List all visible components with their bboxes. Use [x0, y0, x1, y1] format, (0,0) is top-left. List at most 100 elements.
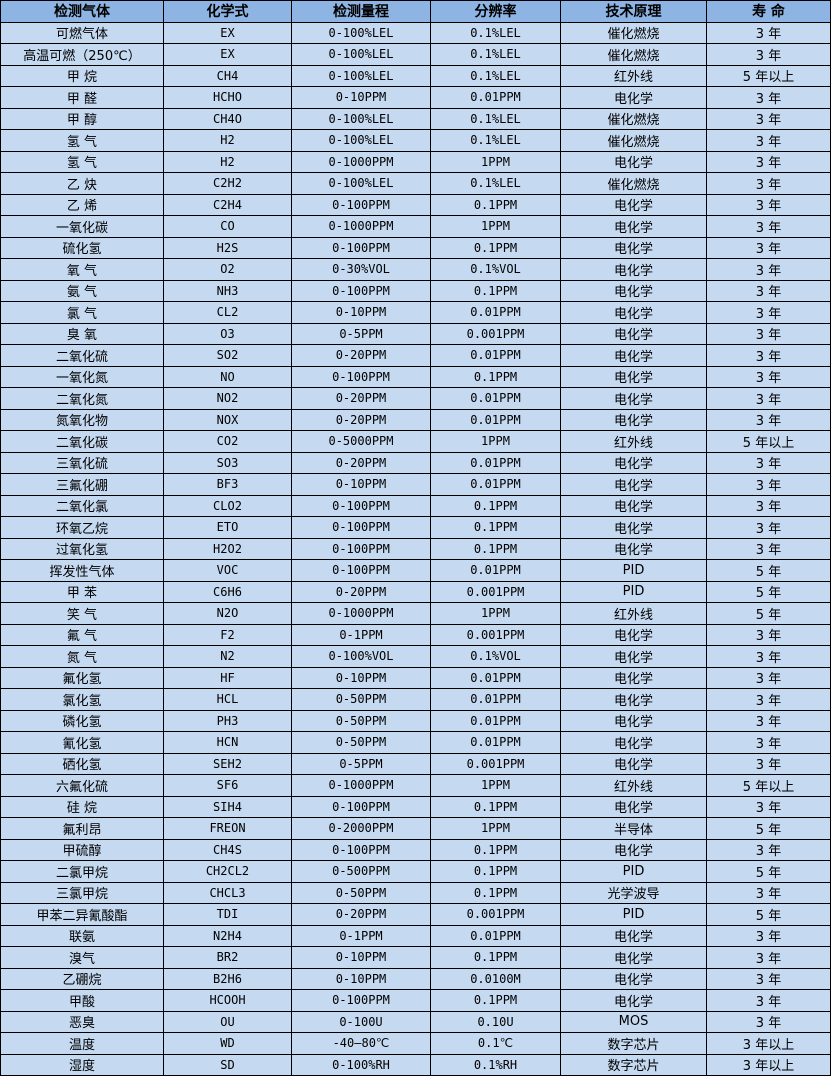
cell-technical-principle: 电化学: [560, 645, 707, 668]
cell-resolution: 0.1%LEL: [430, 107, 561, 130]
cell-chemical-formula: CH2CL2: [163, 860, 292, 883]
cell-lifespan: 3 年: [706, 172, 831, 195]
cell-gas-name: 二氧化氯: [0, 494, 164, 517]
cell-chemical-formula: N2O: [163, 602, 292, 625]
cell-detection-range: 0-100%LEL: [291, 129, 431, 152]
cell-technical-principle: 电化学: [560, 838, 707, 861]
cell-gas-name: 甲苯二异氰酸酯: [0, 903, 164, 926]
cell-resolution: 0.01PPM: [430, 387, 561, 410]
cell-technical-principle: 电化学: [560, 967, 707, 990]
cell-detection-range: 0-100PPM: [291, 989, 431, 1012]
cell-resolution: 0.01PPM: [430, 666, 561, 689]
cell-lifespan: 3 年: [706, 43, 831, 66]
cell-detection-range: 0-100%LEL: [291, 21, 431, 44]
table-row: 一氧化碳 CO 0-1000PPM 1PPM 电化学 3 年: [0, 215, 831, 238]
cell-gas-name: 三氧化硫: [0, 451, 164, 474]
table-row: 甲硫醇 CH4S 0-100PPM 0.1PPM 电化学 3 年: [0, 838, 831, 861]
table-row: 硅 烷 SIH4 0-100PPM 0.1PPM 电化学 3 年: [0, 795, 831, 818]
cell-detection-range: 0-50PPM: [291, 709, 431, 732]
cell-resolution: 0.1PPM: [430, 946, 561, 969]
cell-gas-name: 氢 气: [0, 129, 164, 152]
table-row: 氢 气 H2 0-100%LEL 0.1%LEL 催化燃烧 3 年: [0, 129, 831, 152]
cell-chemical-formula: O2: [163, 258, 292, 281]
cell-technical-principle: PID: [560, 580, 707, 603]
column-header-technical-principle: 技术原理: [560, 0, 707, 23]
cell-technical-principle: 电化学: [560, 344, 707, 367]
cell-gas-name: 二氧化氮: [0, 387, 164, 410]
cell-resolution: 0.1℃: [430, 1032, 561, 1055]
cell-gas-name: 氨 气: [0, 279, 164, 302]
cell-gas-name: 甲 醛: [0, 86, 164, 109]
cell-resolution: 0.1PPM: [430, 494, 561, 517]
cell-detection-range: 0-100PPM: [291, 236, 431, 259]
cell-chemical-formula: CLO2: [163, 494, 292, 517]
table-row: 乙硼烷 B2H6 0-10PPM 0.0100M 电化学 3 年: [0, 967, 831, 990]
cell-gas-name: 六氟化硫: [0, 774, 164, 797]
table-row: 湿度 SD 0-100%RH 0.1%RH 数字芯片 3 年以上: [0, 1053, 831, 1076]
cell-gas-name: 挥发性气体: [0, 559, 164, 582]
cell-technical-principle: 电化学: [560, 924, 707, 947]
table-header-row: 检测气体 化学式 检测量程 分辨率 技术原理寿 命: [0, 0, 831, 23]
cell-resolution: 0.01PPM: [430, 451, 561, 474]
cell-resolution: 0.0100M: [430, 967, 561, 990]
cell-technical-principle: 电化学: [560, 473, 707, 496]
cell-resolution: 0.1%VOL: [430, 258, 561, 281]
cell-chemical-formula: CHCL3: [163, 881, 292, 904]
cell-lifespan: 3 年: [706, 258, 831, 281]
cell-chemical-formula: O3: [163, 322, 292, 345]
cell-resolution: 0.1PPM: [430, 860, 561, 883]
cell-detection-range: 0-100PPM: [291, 279, 431, 302]
cell-resolution: 1PPM: [430, 150, 561, 173]
cell-resolution: 0.01PPM: [430, 473, 561, 496]
cell-chemical-formula: ETO: [163, 516, 292, 539]
cell-technical-principle: 电化学: [560, 666, 707, 689]
cell-gas-name: 笑 气: [0, 602, 164, 625]
table-row: 甲 醇 CH4O 0-100%LEL 0.1%LEL 催化燃烧 3 年: [0, 107, 831, 130]
cell-technical-principle: 半导体: [560, 817, 707, 840]
cell-gas-name: 氯 气: [0, 301, 164, 324]
table-row: 挥发性气体 VOC 0-100PPM 0.01PPM PID 5 年: [0, 559, 831, 582]
cell-lifespan: 5 年以上: [706, 64, 831, 87]
cell-gas-name: 氯化氢: [0, 688, 164, 711]
cell-chemical-formula: CL2: [163, 301, 292, 324]
cell-technical-principle: 数字芯片: [560, 1032, 707, 1055]
cell-detection-range: 0-100PPM: [291, 193, 431, 216]
cell-technical-principle: 电化学: [560, 365, 707, 388]
cell-chemical-formula: H2: [163, 129, 292, 152]
cell-technical-principle: 红外线: [560, 602, 707, 625]
cell-lifespan: 3 年: [706, 494, 831, 517]
cell-technical-principle: 电化学: [560, 150, 707, 173]
cell-gas-name: 氧 气: [0, 258, 164, 281]
cell-lifespan: 5 年: [706, 860, 831, 883]
table-row: 氟化氢 HF 0-10PPM 0.01PPM 电化学 3 年: [0, 666, 831, 689]
cell-chemical-formula: CH4O: [163, 107, 292, 130]
cell-chemical-formula: HCN: [163, 731, 292, 754]
cell-chemical-formula: OU: [163, 1010, 292, 1033]
cell-detection-range: 0-20PPM: [291, 408, 431, 431]
cell-lifespan: 3 年: [706, 322, 831, 345]
cell-gas-name: 甲 醇: [0, 107, 164, 130]
table-row: 臭 氧 O3 0-5PPM 0.001PPM 电化学 3 年: [0, 322, 831, 345]
cell-technical-principle: 红外线: [560, 774, 707, 797]
table-row: 氢 气 H2 0-1000PPM 1PPM 电化学 3 年: [0, 150, 831, 173]
cell-lifespan: 5 年: [706, 559, 831, 582]
cell-lifespan: 3 年: [706, 387, 831, 410]
cell-chemical-formula: WD: [163, 1032, 292, 1055]
cell-detection-range: 0-10PPM: [291, 473, 431, 496]
cell-chemical-formula: SIH4: [163, 795, 292, 818]
cell-chemical-formula: C2H2: [163, 172, 292, 195]
cell-chemical-formula: HCHO: [163, 86, 292, 109]
cell-chemical-formula: B2H6: [163, 967, 292, 990]
cell-resolution: 0.1%RH: [430, 1053, 561, 1076]
cell-gas-name: 二氧化碳: [0, 430, 164, 453]
cell-gas-name: 硒化氢: [0, 752, 164, 775]
cell-chemical-formula: H2: [163, 150, 292, 173]
cell-resolution: 1PPM: [430, 215, 561, 238]
cell-resolution: 0.10U: [430, 1010, 561, 1033]
cell-technical-principle: 催化燃烧: [560, 21, 707, 44]
cell-lifespan: 3 年: [706, 1010, 831, 1033]
cell-resolution: 0.1PPM: [430, 236, 561, 259]
cell-gas-name: 乙 烯: [0, 193, 164, 216]
cell-technical-principle: PID: [560, 559, 707, 582]
table-row: 甲 苯 C6H6 0-20PPM 0.001PPM PID 5 年: [0, 580, 831, 603]
